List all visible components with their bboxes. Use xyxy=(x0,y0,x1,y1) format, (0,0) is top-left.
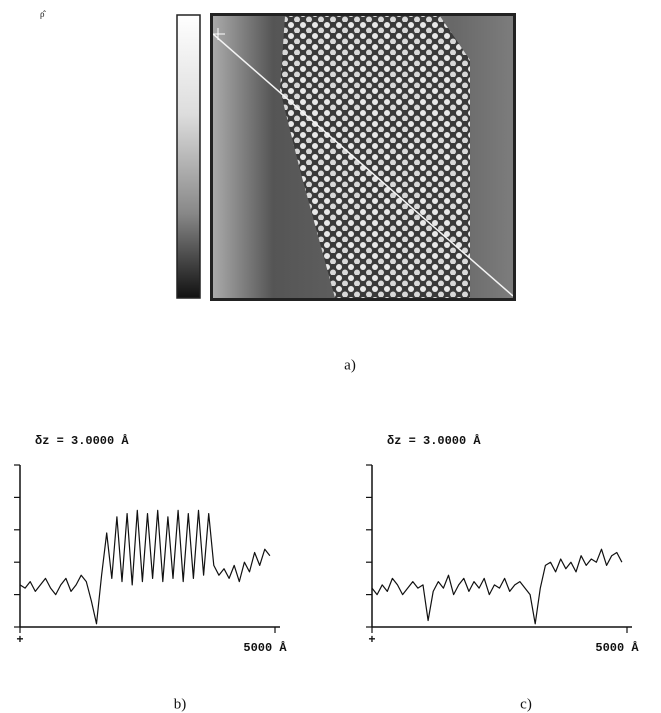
profile-line xyxy=(19,509,271,625)
x-tick-label: + xyxy=(368,633,375,647)
profile-line xyxy=(371,548,623,625)
color-bar xyxy=(176,14,201,299)
x-tick-label: + xyxy=(16,633,23,647)
annotation: δz = 3.0000 Å xyxy=(35,433,129,448)
corner-glyph: ρ̂ xyxy=(40,9,46,19)
x-tick-label: 5000 Å xyxy=(595,640,639,655)
x-tick-label: 5000 Å xyxy=(243,640,287,655)
panel-label: a) xyxy=(344,357,356,373)
panel-label: c) xyxy=(520,696,532,712)
annotation: δz = 3.0000 Å xyxy=(387,433,481,448)
stm-image xyxy=(213,16,513,298)
panel-label: b) xyxy=(174,696,187,712)
